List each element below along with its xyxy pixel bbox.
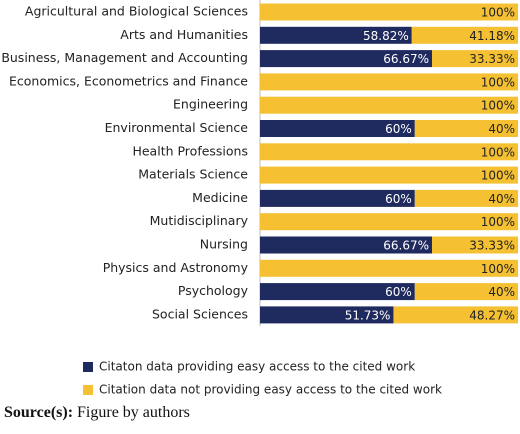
value-label: 33.33% (469, 52, 515, 66)
category-label: Business, Management and Accounting (1, 50, 248, 65)
bar-segment (432, 236, 518, 254)
value-label: 100% (481, 145, 515, 159)
bar-segment (260, 306, 394, 324)
category-label: Economics, Econometrics and Finance (9, 73, 248, 88)
value-label: 33.33% (469, 239, 515, 253)
category-label: Medicine (192, 190, 248, 205)
value-label: 41.18% (469, 29, 515, 43)
bar-segment (260, 166, 518, 184)
value-label: 100% (481, 6, 515, 20)
bar-segment (260, 73, 518, 91)
legend-swatch (83, 385, 93, 395)
value-label: 100% (481, 75, 515, 89)
bar-segment (260, 96, 518, 114)
bar-segment (260, 3, 518, 21)
category-label: Arts and Humanities (120, 27, 248, 42)
bar-segment (260, 26, 412, 44)
bar-segment (411, 26, 518, 44)
value-label: 58.82% (363, 29, 409, 43)
category-label: Nursing (200, 237, 248, 252)
category-label: Agricultural and Biological Sciences (25, 4, 248, 19)
value-label: 100% (481, 215, 515, 229)
category-label: Engineering (173, 97, 248, 112)
source-label: Source(s): (4, 404, 73, 421)
category-label: Environmental Science (105, 120, 249, 135)
value-label: 66.67% (383, 52, 429, 66)
bar-segment (260, 143, 518, 161)
bar-segment (260, 213, 518, 231)
legend-label: Citation data not providing easy access … (99, 383, 442, 397)
value-label: 100% (481, 99, 515, 113)
bar-segment (260, 50, 433, 68)
bar-segment (414, 283, 518, 301)
source: Source(s): Figure by authors (4, 404, 190, 421)
legend-label: Citaton data providing easy access to th… (99, 360, 415, 374)
legend-swatch (83, 362, 93, 372)
bar-segment (414, 120, 518, 137)
category-label: Mutidisciplinary (150, 213, 249, 228)
bar-segment (414, 189, 518, 207)
category-label: Psychology (178, 283, 249, 298)
value-label: 51.73% (345, 308, 391, 322)
value-label: 48.27% (469, 308, 515, 322)
category-label: Social Sciences (152, 306, 248, 321)
source-text: Figure by authors (77, 404, 190, 421)
bar-segment (260, 283, 415, 301)
value-label: 40% (488, 122, 515, 136)
value-label: 40% (488, 285, 515, 299)
value-label: 40% (488, 192, 515, 206)
category-label: Materials Science (138, 167, 248, 182)
value-label: 60% (385, 285, 412, 299)
value-label: 66.67% (383, 239, 429, 253)
value-label: 100% (481, 262, 515, 276)
category-label: Physics and Astronomy (103, 260, 249, 275)
bar-segment (393, 306, 518, 324)
bar-segment (432, 50, 518, 68)
bar-segment (260, 120, 415, 137)
value-label: 60% (385, 122, 412, 136)
category-label: Health Professions (132, 143, 248, 158)
value-label: 100% (481, 169, 515, 183)
bar-segment (260, 189, 415, 207)
bar-segment (260, 259, 518, 277)
bar-segment (260, 236, 433, 254)
value-label: 60% (385, 192, 412, 206)
